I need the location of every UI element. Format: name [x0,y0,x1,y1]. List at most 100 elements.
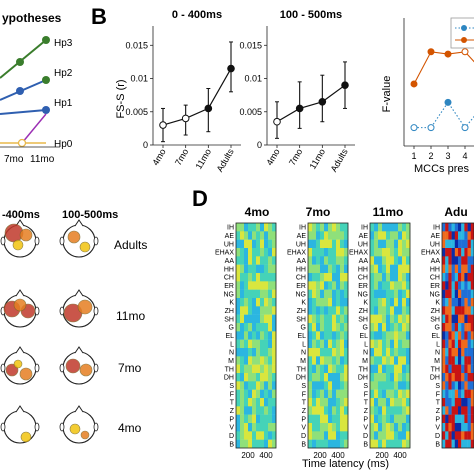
hp3-line [0,39,47,79]
heatmap-cell [268,223,273,232]
heatmap-cell [370,314,375,324]
heatmap-cell [394,423,399,432]
heatmap-cell [328,223,333,232]
heatmap-cell [442,239,446,249]
heatmap-cell [324,264,329,274]
heatmap-cell [382,223,387,232]
heatmap-cell [378,256,383,265]
heatmap-cell [461,431,465,440]
heatmap-cell [240,223,245,232]
heatmap-cell [406,306,411,315]
data-point [204,104,213,113]
heatmap-cell [382,373,387,382]
heatmap-cell [264,348,269,357]
heatmap-cell [328,289,333,299]
heatmap-cell [244,398,249,407]
ear-right [34,306,40,316]
heatmap-cell [324,406,329,415]
heatmap-cell [448,339,452,349]
row-label: NG [224,291,235,298]
row-label: DH [224,375,234,382]
heatmap-cell [312,314,317,324]
heatmap-cell [344,298,349,307]
heatmap-cell [244,248,249,257]
heatmap-cell [470,364,474,374]
heatmap-cell [454,239,459,249]
row-label: V [229,425,234,432]
heatmap-cell [378,248,383,257]
heatmap-cell [448,281,452,290]
heatmap-cell [252,398,257,407]
heatmap-cell [402,339,407,349]
heatmap-cell [328,381,333,390]
heatmap-cell [268,423,273,432]
heatmap-cell [336,256,341,265]
heatmap-cell [445,389,449,399]
heatmap-cell [316,273,321,282]
heatmap-cell [394,331,399,340]
row-label: ZH [431,308,440,315]
row-label: P [229,416,234,423]
heatmap-cell [312,248,317,257]
heatmap-cell [390,273,395,282]
heatmap-cell [344,356,349,365]
heatmap-cell [390,439,395,449]
heatmap-cell [461,331,465,340]
row-label: S [363,383,368,390]
heatmap-cell [458,239,462,249]
heatmap-cell [370,306,375,315]
row-label: T [364,400,369,407]
heatmap-cell [382,306,387,315]
heatmap-cell [374,431,379,440]
heatmap-cell [268,398,273,407]
heatmap-cell [268,406,273,415]
topo-row-label-11mo: 11mo [116,309,145,323]
row-label: DH [430,375,440,382]
heatmap-cell [340,223,345,232]
heatmap-cell [406,223,411,232]
x-tick-label: 4 [462,151,467,161]
ear-right [34,422,40,432]
heatmap-cell [390,348,395,357]
heatmap-cell [240,398,245,407]
heatmap-cell [458,398,462,407]
series-line [413,51,474,85]
heatmap-cell [260,389,265,399]
heatmap-cell [458,306,462,315]
row-label: N [229,350,234,357]
heatmap-cell [442,314,446,324]
row-label: HH [358,266,368,273]
y-tick-label: 0.005 [239,107,262,117]
heatmap-cell [252,373,257,382]
heatmap-cell [320,331,325,340]
ear-left [0,363,6,373]
heatmap-cell [442,398,446,407]
row-label: TH [431,366,440,373]
heatmap-cell [467,364,471,374]
row-label: ER [358,283,368,290]
heatmap-cell [382,248,387,257]
heatmap-cell [464,264,468,274]
heatmap-cell [312,298,317,307]
heatmap-cell [312,364,317,374]
heatmap-cell [445,373,449,382]
heatmap-cell [332,398,337,407]
heatmap-cell [402,306,407,315]
heatmap-cell [464,373,468,382]
heatmap-cell [320,364,325,374]
heatmap-cell [236,414,241,424]
row-label: AE [297,233,307,240]
heatmap-cell [264,256,269,265]
heatmap-cell [445,281,449,290]
row-label: IH [299,225,306,232]
chart-b-100-500ms: 100 - 500ms 0 0.005 0.01 0.015 4mo 7mo 11mo Adul… [239,9,355,174]
heatmap-cell [406,406,411,415]
activation-blob [77,299,93,315]
y-tick-label: 0.015 [125,40,148,50]
row-label: B [363,441,368,448]
heatmap-cell [320,323,325,332]
heatmap-cell [470,248,474,257]
heatmap-cell [324,414,329,424]
heatmap-cell [308,339,313,349]
heatmap-cell [461,281,465,290]
